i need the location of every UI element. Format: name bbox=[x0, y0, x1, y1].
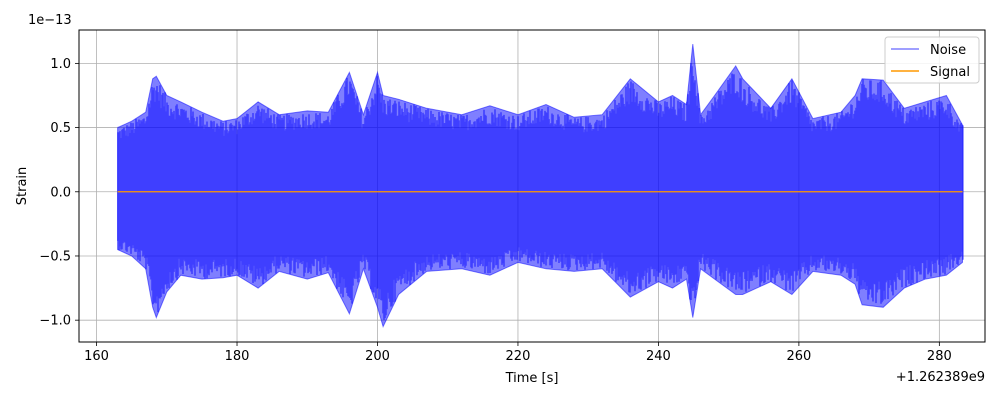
x-axis-ticks: 160 180 200 220 240 260 280 bbox=[84, 342, 952, 364]
x-tick-label: 200 bbox=[365, 349, 390, 364]
legend-label-noise: Noise bbox=[930, 43, 966, 58]
x-axis-label: Time [s] bbox=[505, 371, 559, 386]
y-tick-label: −1.0 bbox=[39, 314, 71, 329]
y-tick-label: 0.0 bbox=[50, 185, 71, 200]
y-axis-label: Strain bbox=[15, 167, 30, 206]
series-layer bbox=[117, 44, 964, 328]
y-scale-label: 1e−13 bbox=[28, 13, 72, 28]
x-tick-label: 240 bbox=[646, 349, 671, 364]
x-tick-label: 280 bbox=[927, 349, 952, 364]
x-tick-label: 220 bbox=[506, 349, 531, 364]
x-tick-label: 260 bbox=[786, 349, 811, 364]
legend-label-signal: Signal bbox=[930, 65, 970, 80]
legend: Noise Signal bbox=[884, 36, 980, 84]
x-offset-label: +1.262389e9 bbox=[896, 370, 985, 385]
y-tick-label: −0.5 bbox=[39, 249, 71, 264]
y-tick-label: 1.0 bbox=[50, 57, 71, 72]
plot-area-frame bbox=[78, 29, 986, 343]
x-tick-label: 180 bbox=[225, 349, 250, 364]
y-axis-ticks: −1.0 −0.5 0.0 0.5 1.0 bbox=[39, 57, 79, 329]
noise-series-envelope bbox=[117, 44, 963, 328]
x-tick-label: 160 bbox=[84, 349, 109, 364]
y-tick-label: 0.5 bbox=[50, 121, 71, 136]
